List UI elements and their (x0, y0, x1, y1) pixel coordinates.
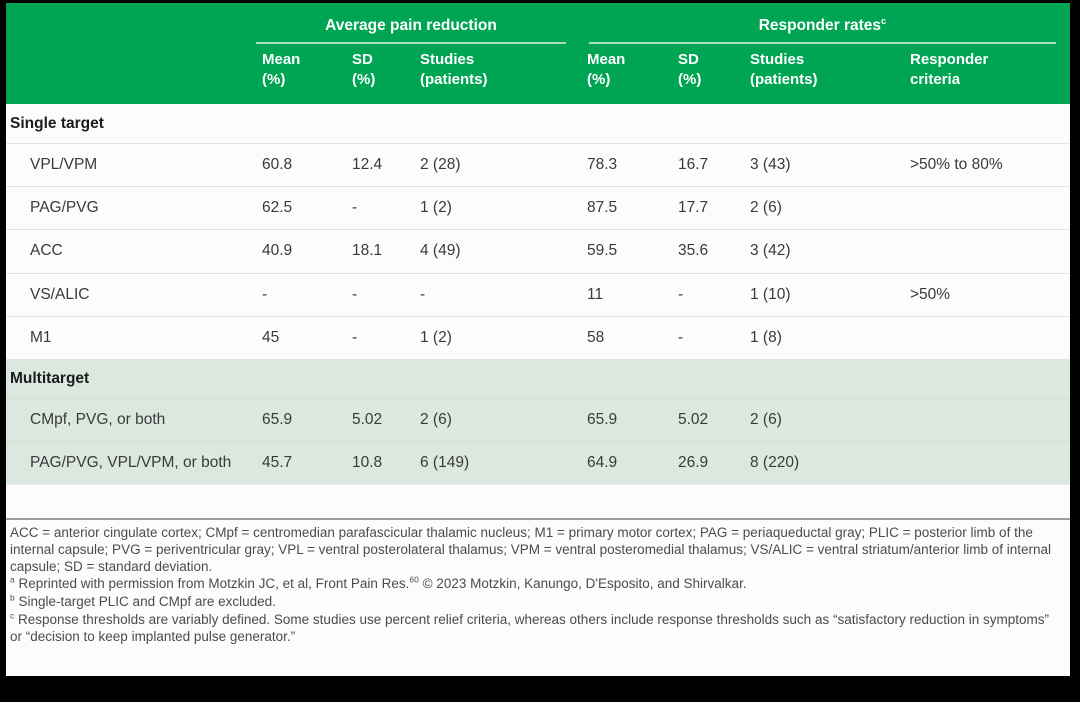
table-cell: 64.9 (581, 441, 672, 485)
row-label: CMpf, PVG, or both (6, 397, 256, 442)
document-page: Average pain reduction Responder ratesc … (6, 3, 1070, 676)
table-cell: 3 (43) (744, 143, 904, 187)
table-cell (904, 397, 1070, 442)
table-cell: 16.7 (672, 143, 744, 187)
table-cell: 2 (6) (744, 397, 904, 442)
column-header-row: Mean (%) SD (%) Studies (patients) Mean (%) … (6, 44, 1070, 104)
section-header-single-target: Single target (10, 115, 104, 132)
table-cell: >50% to 80% (904, 143, 1070, 187)
table-cell: 4 (49) (414, 229, 581, 274)
table-cell: 1 (8) (744, 315, 904, 359)
table-row: PAG/PVG 62.5 - 1 (2) 87.5 17.7 2 (6) (6, 186, 1070, 230)
empty-spacer-row (6, 484, 1070, 519)
table-cell: 2 (28) (414, 143, 581, 187)
table-cell: 5.02 (346, 397, 414, 442)
table-cell: 78.3 (581, 143, 672, 187)
table-cell: 10.8 (346, 441, 414, 485)
table-cell (904, 229, 1070, 274)
table-cell: 1 (2) (414, 315, 581, 359)
table-row: PAG/PVG, VPL/VPM, or both 45.7 10.8 6 (1… (6, 441, 1070, 485)
table-cell: 18.1 (346, 229, 414, 274)
table-header: Average pain reduction Responder ratesc … (6, 3, 1070, 104)
table-row: CMpf, PVG, or both 65.9 5.02 2 (6) 65.9 … (6, 397, 1070, 442)
table-cell: 45 (256, 315, 346, 359)
footnote-c: c Response thresholds are variably defin… (10, 610, 1050, 644)
column-header-sd-responder: SD (%) (672, 44, 744, 104)
group-header-row: Average pain reduction Responder ratesc (6, 3, 1070, 44)
table-cell: 65.9 (581, 397, 672, 442)
corner-cell (6, 3, 256, 44)
table-cell: 3 (42) (744, 229, 904, 274)
footnote-marker-b: b (10, 592, 15, 603)
column-header-sd-pain: SD (%) (346, 44, 414, 104)
row-label: PAG/PVG (6, 186, 256, 230)
footnote-a: a Reprinted with permission from Motzkin… (10, 574, 747, 592)
footnotes-block: ACC = anterior cingulate cortex; CMpf = … (6, 520, 1070, 645)
table-cell: - (672, 272, 744, 317)
table-cell: - (672, 315, 744, 359)
footnote-marker-c: c (10, 610, 15, 621)
column-header-mean-pain: Mean (%) (256, 44, 346, 104)
table-cell: 62.5 (256, 186, 346, 230)
table-cell (904, 186, 1070, 230)
table-cell: 1 (2) (414, 186, 581, 230)
column-header-target (6, 44, 256, 104)
row-label: M1 (6, 315, 256, 359)
section-header-multitarget: Multitarget (6, 358, 1070, 399)
row-label: VS/ALIC (6, 272, 256, 317)
footnote-marker-a: a (10, 574, 15, 585)
group-header-pain: Average pain reduction (256, 3, 581, 44)
table-cell: 87.5 (581, 186, 672, 230)
table-cell: 5.02 (672, 397, 744, 442)
table-cell: - (346, 186, 414, 230)
table-row: ACC 40.9 18.1 4 (49) 59.5 35.6 3 (42) (6, 229, 1070, 274)
table-cell (904, 315, 1070, 359)
table-cell: 45.7 (256, 441, 346, 485)
row-label: PAG/PVG, VPL/VPM, or both (6, 441, 256, 485)
table-row: M1 45 - 1 (2) 58 - 1 (8) (6, 315, 1070, 359)
table-cell: 65.9 (256, 397, 346, 442)
table-cell: 35.6 (672, 229, 744, 274)
table-cell: 1 (10) (744, 272, 904, 317)
pain-reduction-table: Average pain reduction Responder ratesc … (6, 3, 1070, 519)
row-label: ACC (6, 229, 256, 274)
column-header-mean-responder: Mean (%) (581, 44, 672, 104)
group-label-pain: Average pain reduction (256, 17, 566, 44)
table-cell: - (346, 315, 414, 359)
column-header-studies-pain: Studies (patients) (414, 44, 581, 104)
table-cell: >50% (904, 272, 1070, 317)
table-cell: 59.5 (581, 229, 672, 274)
reference-60: 60 (409, 574, 419, 585)
table-cell: 8 (220) (744, 441, 904, 485)
table-cell: - (346, 272, 414, 317)
table-body: Single target VPL/VPM 60.8 12.4 2 (28) 7… (6, 104, 1070, 519)
table-cell: 2 (6) (414, 397, 581, 442)
column-header-responder-criteria: Responder criteria (904, 44, 1070, 104)
table-cell: 2 (6) (744, 186, 904, 230)
table-cell: - (256, 272, 346, 317)
table-cell (904, 441, 1070, 485)
table-cell: 58 (581, 315, 672, 359)
footnote-divider-rule (6, 518, 1070, 521)
table-cell: 26.9 (672, 441, 744, 485)
table-cell: 12.4 (346, 143, 414, 187)
table-cell: - (414, 272, 581, 317)
group-label-responder: Responder ratesc (589, 17, 1056, 44)
table-cell: 11 (581, 272, 672, 317)
table-row: VPL/VPM 60.8 12.4 2 (28) 78.3 16.7 3 (43… (6, 143, 1070, 187)
table-cell: 60.8 (256, 143, 346, 187)
row-label: VPL/VPM (6, 143, 256, 187)
table-row: VS/ALIC - - - 11 - 1 (10) >50% (6, 272, 1070, 317)
group-header-responder: Responder ratesc (581, 3, 1070, 44)
footnote-marker-c-ref: c (881, 15, 887, 27)
table-cell: 6 (149) (414, 441, 581, 485)
table-cell: 17.7 (672, 186, 744, 230)
column-header-studies-responder: Studies (patients) (744, 44, 904, 104)
footnote-b: b Single-target PLIC and CMpf are exclud… (10, 592, 276, 610)
footnote-abbreviations: ACC = anterior cingulate cortex; CMpf = … (10, 525, 1051, 574)
table-cell: 40.9 (256, 229, 346, 274)
